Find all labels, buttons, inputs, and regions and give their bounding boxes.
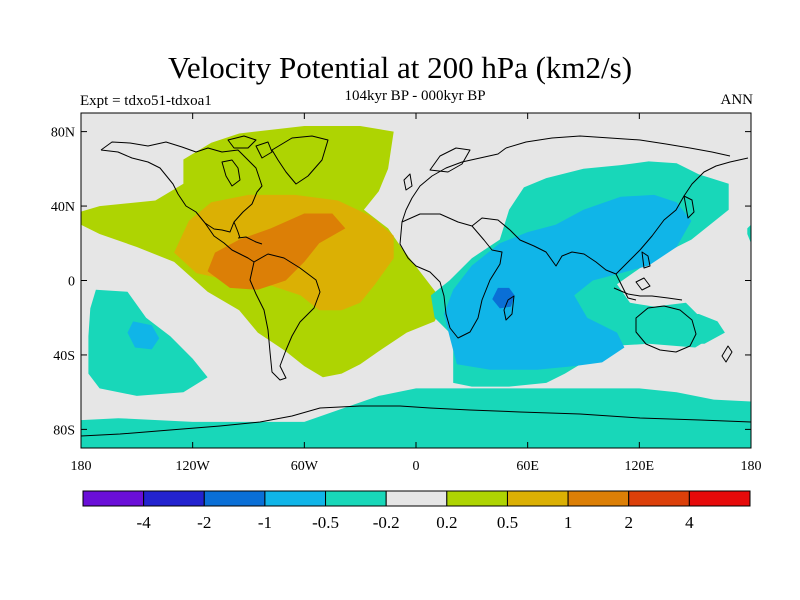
coastline-hudson-bay (221, 159, 241, 187)
axis-ticks (80, 113, 752, 448)
y-tick-label-3: 40S (53, 349, 75, 364)
coastline-australia (635, 305, 697, 353)
y-tick-label-2: 0 (68, 275, 75, 290)
colorbar-label-3: -0.5 (312, 513, 339, 532)
coastline-japan (683, 195, 695, 219)
axis-tick-labels: 180 120W 60W 0 60E 120E 180 80N 40N 0 40S 80S (51, 126, 762, 474)
coastline-north-america (100, 141, 263, 233)
contour-region-8 (443, 194, 692, 370)
colorbar-box-5 (385, 490, 448, 507)
colorbar-box-2 (203, 490, 266, 507)
colorbar-label-8: 2 (624, 513, 633, 532)
chart-subtitle-season: ANN (720, 92, 754, 108)
colorbar-box-0 (82, 490, 145, 507)
chart-subtitle-experiment: Expt = tdxo51-tdxoa1 (80, 93, 212, 109)
x-tick-label-2: 60W (291, 459, 319, 474)
coastline-british-isles (403, 173, 413, 191)
x-tick-label-4: 60E (516, 459, 539, 474)
y-tick-label-0: 80N (51, 126, 75, 141)
colorbar-box-4 (325, 490, 387, 507)
colorbar-label-1: -2 (197, 513, 211, 532)
x-tick-label-5: 120E (625, 459, 655, 474)
coastline-indochina (615, 273, 637, 301)
coastline-antarctica (81, 405, 751, 437)
colorbar-box-9 (628, 490, 690, 507)
coastline-philippines (641, 251, 651, 269)
colorbar-box-10 (688, 490, 751, 507)
coastline-south-america (249, 253, 321, 381)
colorbar: -4 -2 -1 -0.5 -0.2 0.2 0.5 1 2 4 (82, 490, 751, 532)
coastline-arctic-asia (505, 135, 731, 157)
coastline-scandinavia (429, 147, 471, 173)
colorbar-box-8 (567, 490, 630, 507)
coastline-africa (399, 213, 503, 339)
colorbar-box-1 (143, 490, 205, 507)
contour-region-10 (492, 287, 515, 309)
colorbar-label-4: -0.2 (373, 513, 400, 532)
colorbar-box-7 (506, 490, 569, 507)
coastline-florida (233, 221, 241, 239)
chart-title: Velocity Potential at 200 hPa (km2/s) (167, 50, 633, 85)
x-tick-label-6: 180 (741, 459, 762, 474)
coastline-europe (401, 147, 507, 223)
coastline-asia (471, 157, 749, 275)
coastline-indonesia (613, 277, 683, 301)
colorbar-label-0: -4 (137, 513, 152, 532)
map-plot-area (81, 113, 751, 448)
x-tick-label-1: 120W (176, 459, 211, 474)
coastline-madagascar (503, 295, 515, 321)
coastline-new-zealand (721, 345, 733, 363)
colorbar-label-5: 0.2 (436, 513, 457, 532)
colorbar-label-9: 4 (685, 513, 694, 532)
contour-region-7 (747, 224, 751, 244)
coastline-greenland (271, 135, 329, 185)
y-tick-label-1: 40N (51, 200, 75, 215)
contour-region-6 (657, 314, 725, 344)
x-tick-label-3: 0 (413, 459, 420, 474)
x-tick-label-0: 180 (71, 459, 92, 474)
coastline-central-america (204, 222, 255, 263)
contour-region-9 (127, 321, 160, 350)
colorbar-label-2: -1 (258, 513, 272, 532)
coastline-cuba (237, 236, 263, 245)
contour-region-4 (81, 388, 751, 448)
chart-subtitle-period: 104kyr BP - 000kyr BP (344, 88, 486, 104)
colorbar-label-6: 0.5 (497, 513, 518, 532)
coastline-arctic-islands (227, 135, 273, 159)
y-tick-label-4: 80S (53, 423, 75, 438)
colorbar-box-3 (264, 490, 327, 507)
colorbar-box-6 (446, 490, 508, 507)
colorbar-label-7: 1 (564, 513, 573, 532)
coastlines (81, 135, 751, 437)
contour-region-2 (207, 213, 346, 290)
